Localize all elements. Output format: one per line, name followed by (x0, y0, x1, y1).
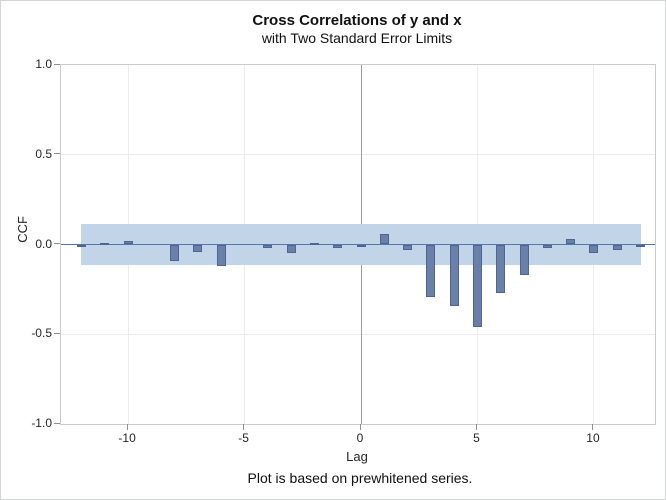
x-tick-mark (126, 424, 128, 430)
ccf-bar (566, 239, 576, 245)
ccf-bar (123, 240, 133, 245)
y-tick-mark (54, 422, 60, 424)
x-tick-mark (359, 424, 361, 430)
plot-area (60, 64, 656, 425)
y-tick-mark (54, 332, 60, 334)
x-tick-mark (475, 424, 477, 430)
ccf-bar (403, 244, 413, 250)
ccf-bar (449, 244, 459, 306)
y-tick-mark (54, 63, 60, 65)
chart-subtitle: with Two Standard Error Limits (261, 30, 453, 46)
x-tick-label: 10 (586, 431, 600, 445)
y-tick-label: 0.5 (35, 146, 52, 161)
y-tick-label: 1.0 (35, 57, 52, 71)
ccf-bar (379, 233, 389, 245)
x-tick-label: 5 (473, 431, 480, 445)
ccf-bar (636, 244, 646, 247)
y-tick-label: -0.5 (31, 326, 52, 341)
ccf-bar (519, 244, 529, 275)
ccf-bar (472, 244, 482, 328)
x-axis-title: Lag (346, 449, 368, 464)
x-tick-label: -10 (118, 431, 136, 445)
ccf-bar (496, 244, 506, 293)
x-tick-mark (592, 424, 594, 430)
h-gridline (61, 154, 655, 156)
h-gridline (61, 333, 655, 335)
ccf-bar (333, 244, 343, 249)
x-tick-label: -5 (238, 431, 249, 445)
chart-footnote: Plot is based on prewhitened series. (247, 470, 473, 486)
ccf-bar (216, 244, 226, 267)
ccf-bar (589, 244, 599, 254)
y-tick-label: 0.0 (35, 236, 52, 251)
ccf-bar (263, 244, 273, 249)
ccf-bar (100, 242, 110, 245)
ccf-bar (356, 244, 366, 247)
chart-title: Cross Correlations of y and x (252, 12, 462, 29)
ccf-bar (193, 244, 203, 252)
ccf-bar (542, 244, 552, 249)
x-tick-mark (243, 424, 245, 430)
y-tick-mark (54, 153, 60, 155)
ccf-bar (286, 244, 296, 254)
ccf-bar (426, 244, 436, 297)
ccf-bar (309, 242, 319, 245)
y-axis-title: CCF (15, 216, 30, 243)
ccf-bar (170, 244, 180, 261)
ccf-bar (76, 244, 86, 247)
ccf-bar (612, 244, 622, 250)
y-tick-label: -1.0 (31, 416, 52, 430)
x-tick-label: 0 (356, 431, 364, 445)
y-tick-mark (54, 243, 60, 244)
